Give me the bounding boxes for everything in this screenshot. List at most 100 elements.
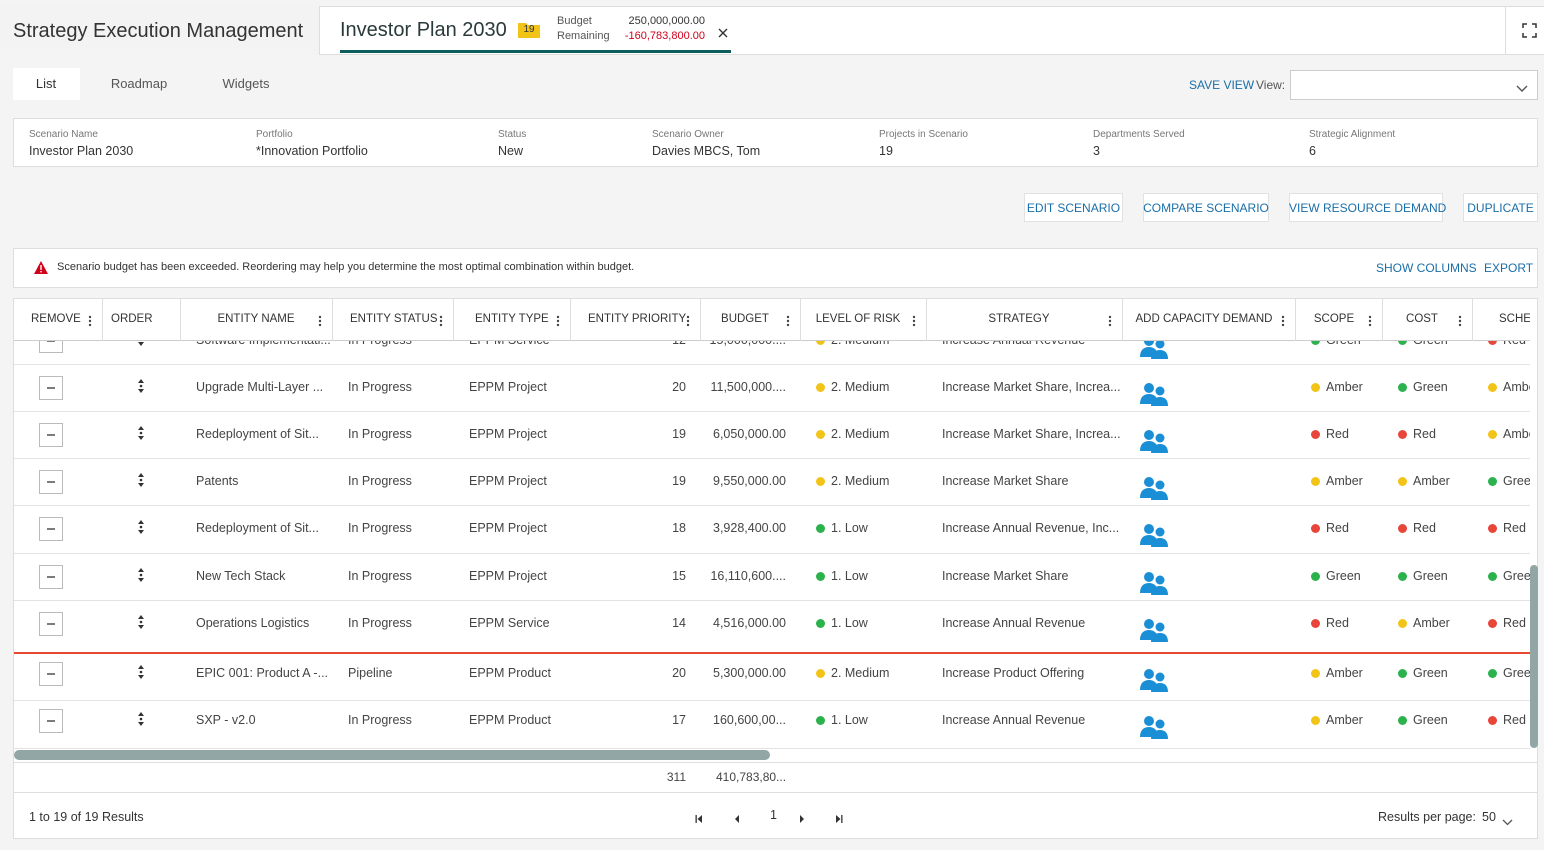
view-select[interactable] — [1290, 70, 1538, 100]
add-capacity-demand[interactable] — [1140, 335, 1168, 359]
add-capacity-demand[interactable] — [1140, 571, 1168, 595]
entity-status: In Progress — [348, 520, 412, 535]
column-menu[interactable] — [439, 314, 443, 327]
order-handle[interactable] — [137, 711, 145, 727]
cost: Green — [1413, 568, 1448, 583]
add-capacity-demand[interactable] — [1140, 382, 1168, 406]
status-dot — [1398, 572, 1407, 581]
previous-page[interactable] — [733, 811, 741, 823]
remove-button[interactable] — [39, 376, 63, 400]
column-header[interactable]: STRATEGY — [988, 313, 1050, 326]
current-page[interactable]: 1 — [770, 807, 777, 822]
action-button[interactable] — [1143, 193, 1269, 222]
row-separator — [14, 505, 1530, 506]
per-page-chevron[interactable] — [1502, 813, 1513, 826]
h-scrollbar[interactable] — [14, 750, 770, 760]
tab-underline — [340, 50, 731, 53]
column-menu[interactable] — [686, 314, 690, 327]
column-header[interactable]: ADD CAPACITY DEMAND — [1135, 313, 1273, 326]
status-dot — [1488, 669, 1497, 678]
action-label[interactable]: COMPARE SCENARIO — [1143, 200, 1269, 215]
export[interactable]: EXPORT — [1484, 260, 1534, 275]
action-label[interactable]: EDIT SCENARIO — [1026, 200, 1121, 215]
column-menu[interactable] — [1458, 314, 1462, 327]
remove-button[interactable] — [39, 423, 63, 447]
first-page[interactable] — [695, 811, 703, 823]
view-tab[interactable]: List — [35, 76, 57, 92]
next-page[interactable] — [798, 811, 806, 823]
budget: 6,050,000.00 — [713, 426, 786, 441]
action-label[interactable]: DUPLICATE — [1467, 200, 1534, 215]
remove-button[interactable] — [39, 565, 63, 589]
order-handle[interactable] — [137, 425, 145, 441]
status-dot — [1311, 716, 1320, 725]
order-handle[interactable] — [137, 472, 145, 488]
add-capacity-demand[interactable] — [1140, 523, 1168, 547]
column-header[interactable]: LEVEL OF RISK — [815, 313, 901, 326]
column-header[interactable]: ENTITY NAME — [217, 313, 295, 326]
schedule: Red — [1503, 615, 1526, 630]
v-scrollbar[interactable] — [1530, 565, 1538, 748]
column-menu[interactable] — [318, 314, 322, 327]
column-menu[interactable] — [1281, 314, 1285, 327]
fullscreen-button[interactable] — [1522, 23, 1537, 38]
column-header[interactable]: SCHE — [1499, 313, 1530, 326]
column-header[interactable]: SCOPE — [1313, 313, 1355, 326]
column-header[interactable]: REMOVE — [31, 313, 81, 326]
add-capacity-demand[interactable] — [1140, 476, 1168, 500]
column-header[interactable]: BUDGET — [721, 313, 769, 326]
column-header[interactable]: ORDER — [111, 313, 153, 326]
column-menu[interactable] — [556, 314, 560, 327]
save-view[interactable]: SAVE VIEW — [1189, 77, 1255, 92]
order-handle[interactable] — [137, 664, 145, 680]
row-separator — [14, 458, 1530, 459]
schedule: Green — [1503, 568, 1530, 583]
remove-button[interactable] — [39, 709, 63, 733]
summary-value: 6 — [1309, 143, 1316, 158]
order-handle[interactable] — [137, 567, 145, 583]
view-tab[interactable]: Roadmap — [110, 76, 168, 92]
column-menu[interactable] — [912, 314, 916, 327]
add-capacity-demand[interactable] — [1140, 715, 1168, 739]
summary-label: Portfolio — [256, 129, 293, 140]
add-capacity-demand[interactable] — [1140, 618, 1168, 642]
show-columns[interactable]: SHOW COLUMNS — [1376, 260, 1477, 275]
entity-name: Upgrade Multi-Layer ... — [196, 379, 324, 394]
close-tab[interactable] — [718, 25, 728, 38]
action-button[interactable] — [1463, 193, 1538, 222]
tab-title[interactable]: Investor Plan 2030 — [340, 19, 507, 41]
column-divider — [1382, 299, 1383, 341]
order-handle[interactable] — [137, 519, 145, 535]
results-summary: 1 to 19 of 19 Results — [29, 809, 144, 824]
status-dot — [1488, 716, 1497, 725]
order-handle[interactable] — [137, 378, 145, 394]
action-button[interactable] — [1024, 193, 1123, 222]
status-dot — [816, 524, 825, 533]
last-page[interactable] — [835, 811, 843, 823]
level-of-risk: 2. Medium — [831, 426, 890, 441]
add-capacity-demand[interactable] — [1140, 429, 1168, 453]
remove-button[interactable] — [39, 470, 63, 494]
column-menu[interactable] — [88, 314, 92, 327]
add-capacity-demand[interactable] — [1140, 668, 1168, 692]
remove-button[interactable] — [39, 517, 63, 541]
action-label[interactable]: VIEW RESOURCE DEMAND — [1289, 200, 1447, 215]
action-button[interactable] — [1289, 193, 1443, 222]
column-header[interactable]: ENTITY TYPE — [475, 313, 549, 326]
order-handle[interactable] — [137, 614, 145, 630]
column-header[interactable]: ENTITY PRIORITY — [588, 313, 687, 326]
view-tab[interactable]: Widgets — [222, 76, 270, 92]
entity-name: EPIC 001: Product A -... — [196, 665, 329, 680]
budget: 4,516,000.00 — [713, 615, 786, 630]
column-header[interactable]: COST — [1406, 313, 1438, 326]
column-menu[interactable] — [1108, 314, 1112, 327]
column-divider — [570, 299, 571, 341]
remove-button[interactable] — [39, 612, 63, 636]
per-page-value[interactable]: 50 — [1482, 809, 1496, 824]
column-menu[interactable] — [786, 314, 790, 327]
column-header[interactable]: ENTITY STATUS — [350, 313, 438, 326]
status-dot — [1488, 572, 1497, 581]
status-dot — [1488, 430, 1497, 439]
remove-button[interactable] — [39, 662, 63, 686]
column-menu[interactable] — [1368, 314, 1372, 327]
